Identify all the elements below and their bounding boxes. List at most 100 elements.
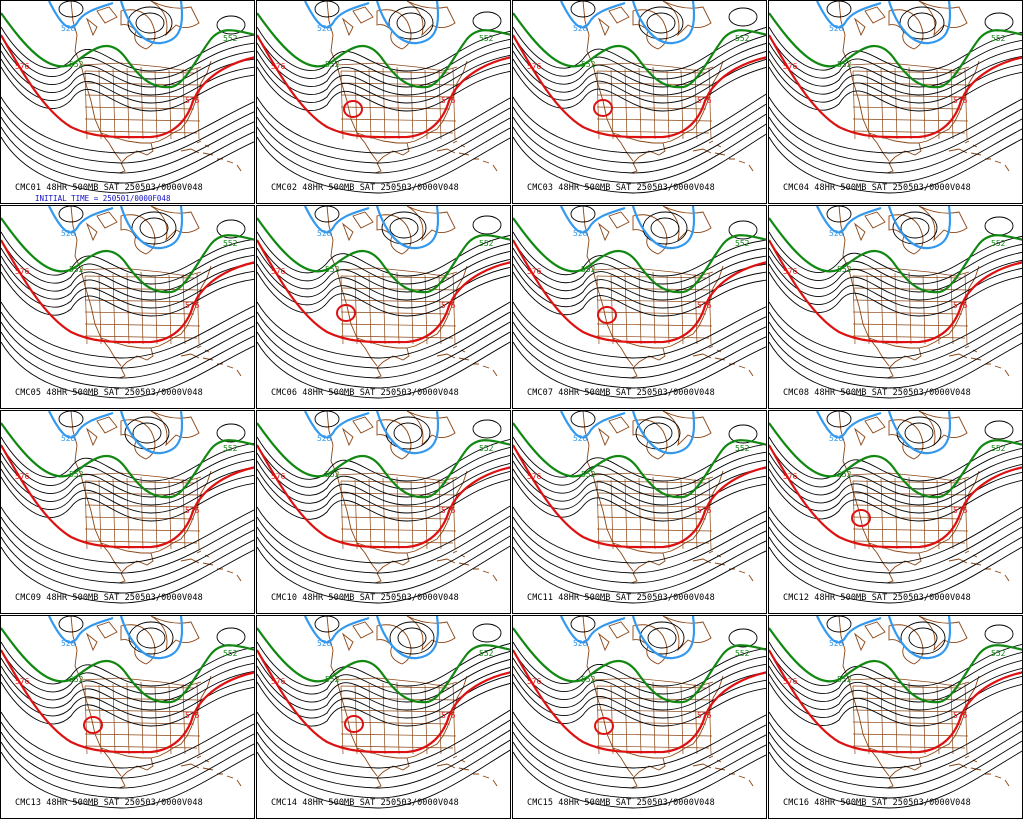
contour-label-576: 576 [783, 267, 798, 276]
closed-low-576 [593, 99, 613, 117]
coastline-geography [582, 411, 754, 584]
height-contour-map: 576 576 552 552 528 [769, 1, 1022, 194]
contour-label-552: 552 [223, 444, 238, 453]
contour-label-576: 576 [15, 267, 30, 276]
height-contours [513, 616, 766, 809]
contour-label-552-west: 552 [581, 60, 596, 69]
contour-528 [48, 411, 184, 455]
map-panel-cmc13: 576 576 552 552 528 CMC04 48HR 500MB SAT 2505… [768, 0, 1023, 204]
contour-label-528: 528 [573, 229, 588, 238]
height-contour-map: 576 576 552 552 528 [257, 206, 510, 399]
contour-576 [257, 649, 510, 754]
contour-label-576-east: 576 [697, 506, 712, 515]
contour-label-552-west: 552 [837, 470, 852, 479]
contour-576 [769, 444, 1022, 549]
contour-label-552: 552 [991, 239, 1006, 248]
panel-caption: CMC08 48HR 500MB SAT 250503/0000V048 [783, 388, 971, 398]
height-contour-map: 576 576 552 552 528 [257, 1, 510, 194]
contour-label-576: 576 [271, 472, 286, 481]
contour-label-576-east: 576 [697, 301, 712, 310]
contour-552 [513, 627, 766, 704]
contour-528 [304, 411, 440, 455]
panel-caption: CMC13 48HR 500MB SAT 250503/0000V048 [15, 798, 203, 808]
contour-552 [1, 217, 254, 294]
height-contour-map: 576 576 552 552 528 [1, 411, 254, 604]
coastline-geography [838, 616, 1010, 789]
height-contour-map: 576 576 552 552 528 [1, 1, 254, 194]
contour-label-552-west: 552 [325, 60, 340, 69]
height-contours [769, 1, 1022, 194]
contour-label-576-east: 576 [953, 711, 968, 720]
contour-label-576-east: 576 [441, 301, 456, 310]
contour-576 [257, 34, 510, 139]
panel-caption: CMC16 48HR 500MB SAT 250503/0000V048 [783, 798, 971, 808]
coastline-geography [582, 616, 754, 789]
contour-528 [48, 206, 184, 250]
contour-528 [560, 411, 696, 455]
contour-label-552: 552 [479, 34, 494, 43]
contour-528 [560, 1, 696, 45]
contour-label-552: 552 [991, 444, 1006, 453]
contour-label-552-west: 552 [69, 675, 84, 684]
panel-caption: CMC14 48HR 500MB SAT 250503/0000V048 [271, 798, 459, 808]
contour-label-528: 528 [61, 229, 76, 238]
closed-low-576 [344, 715, 364, 733]
contour-576 [257, 239, 510, 344]
panel-caption: CMC11 48HR 500MB SAT 250503/0000V048 [527, 593, 715, 603]
map-panel-cmc06: 576 576 552 552 528 CMC06 48HR 500MB SAT 2505… [256, 205, 511, 409]
height-contours [769, 616, 1022, 809]
contour-label-528: 528 [829, 639, 844, 648]
contour-576 [513, 649, 766, 754]
contour-552 [257, 217, 510, 294]
height-contours [257, 1, 510, 194]
contour-label-576: 576 [527, 62, 542, 71]
map-panel-cmc10: 576 576 552 552 528 CMC07 48HR 500MB SAT 2505… [512, 205, 767, 409]
height-contour-map: 576 576 552 552 528 [769, 616, 1022, 809]
contour-label-552: 552 [735, 444, 750, 453]
closed-low-576 [343, 100, 363, 118]
coastline-geography [70, 616, 242, 789]
panel-caption: CMC01 48HR 500MB SAT 250503/0000V048 [15, 183, 203, 193]
contour-label-576: 576 [527, 472, 542, 481]
panel-caption: CMC04 48HR 500MB SAT 250503/0000V048 [783, 183, 971, 193]
contour-label-576-east: 576 [953, 506, 968, 515]
contour-576 [513, 239, 766, 344]
contour-label-576-east: 576 [441, 711, 456, 720]
contour-576 [769, 649, 1022, 754]
contour-label-552: 552 [991, 34, 1006, 43]
contour-528 [816, 1, 952, 45]
map-panel-cmc02: 576 576 552 552 528 CMC05 48HR 500MB SAT 2505… [0, 205, 255, 409]
contour-label-528: 528 [61, 434, 76, 443]
panel-caption: CMC12 48HR 500MB SAT 250503/0000V048 [783, 593, 971, 603]
map-panel-cmc11: 576 576 552 552 528 CMC11 48HR 500MB SAT 2505… [512, 410, 767, 614]
contour-576 [513, 444, 766, 549]
height-contour-map: 576 576 552 552 528 [257, 411, 510, 604]
contour-label-552-west: 552 [325, 675, 340, 684]
contour-576 [769, 239, 1022, 344]
contour-552 [257, 422, 510, 499]
contour-label-552-west: 552 [581, 265, 596, 274]
contour-label-576-east: 576 [185, 711, 200, 720]
contour-552 [769, 422, 1022, 499]
contour-label-552: 552 [223, 239, 238, 248]
contour-label-576: 576 [783, 677, 798, 686]
contour-576 [1, 444, 254, 549]
height-contours [513, 411, 766, 604]
contour-label-528: 528 [573, 434, 588, 443]
contour-label-552: 552 [991, 649, 1006, 658]
contour-label-576: 576 [271, 677, 286, 686]
height-contours [769, 411, 1022, 604]
coastline-geography [838, 206, 1010, 379]
map-panel-cmc16: 576 576 552 552 528 CMC16 48HR 500MB SAT 2505… [768, 615, 1023, 819]
contour-label-528: 528 [829, 24, 844, 33]
coastline-geography [70, 1, 242, 174]
coastline-geography [326, 411, 498, 584]
contour-label-552: 552 [735, 34, 750, 43]
initial-time-caption: INITIAL TIME = 250501/0000F048 [35, 194, 171, 203]
map-panel-cmc12: 576 576 552 552 528 CMC15 48HR 500MB SAT 2505… [512, 615, 767, 819]
contour-label-576: 576 [783, 62, 798, 71]
contour-label-528: 528 [61, 639, 76, 648]
closed-low-576 [336, 304, 356, 322]
contour-label-552-west: 552 [69, 470, 84, 479]
